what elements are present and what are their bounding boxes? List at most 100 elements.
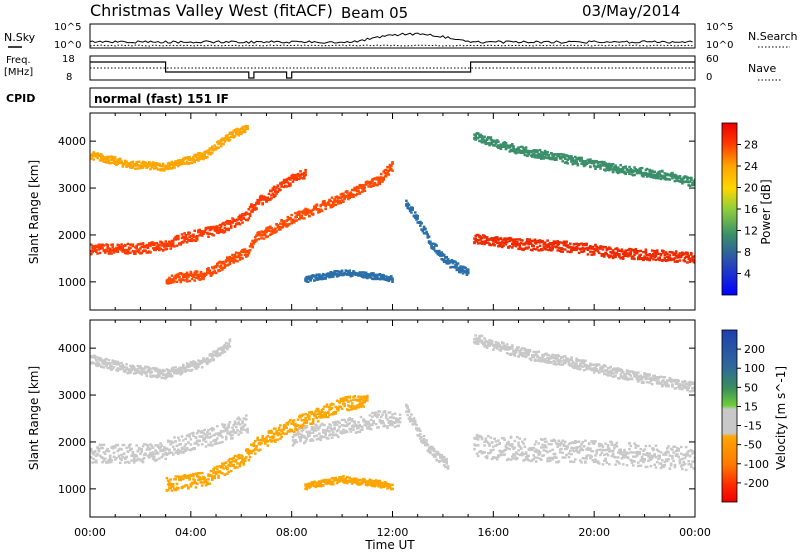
heatmap-cell-velocity-1 [194, 486, 198, 489]
heatmap-cell-velocity-0 [206, 434, 209, 437]
heatmap-cell-velocity-3 [513, 439, 517, 443]
heatmap-cell-power-6 [305, 278, 309, 281]
heatmap-cell-power-1 [316, 208, 320, 211]
heatmap-cell-power-0 [91, 247, 94, 250]
heatmap-cell-power-4 [558, 241, 562, 244]
heatmap-cell-power-5 [531, 155, 534, 158]
heatmap-cell-velocity-1 [359, 405, 363, 408]
heatmap-cell-power-3 [432, 242, 436, 246]
heatmap-cell-velocity-0 [142, 456, 146, 460]
heatmap-cell-power-1 [257, 231, 261, 234]
heatmap-cell-velocity-0 [122, 452, 126, 456]
heatmap-cell-power-6 [367, 275, 370, 278]
heatmap-cell-velocity-3 [521, 440, 524, 443]
heatmap-cell-power-2 [214, 148, 218, 151]
heatmap-cell-power-0 [274, 188, 277, 191]
plot-title: Christmas Valley West (fitACF) [90, 1, 333, 20]
heatmap-cell-velocity-3 [633, 451, 636, 454]
heatmap-cell-power-5 [671, 171, 674, 175]
heatmap-cell-velocity-3 [497, 439, 500, 442]
heatmap-cell-power-4 [557, 246, 561, 249]
heatmap-cell-velocity-2 [327, 437, 330, 440]
heatmap-cell-velocity-0 [216, 437, 219, 440]
heatmap-cell-velocity-3 [565, 447, 568, 451]
heatmap-cell-velocity-3 [497, 454, 500, 457]
heatmap-cell-power-4 [490, 237, 494, 240]
heatmap-cell-velocity-2 [330, 429, 334, 432]
heatmap-cell-power-0 [247, 208, 251, 211]
heatmap-cell-velocity-3 [542, 454, 546, 457]
heatmap-cell-power-4 [590, 253, 593, 256]
heatmap-cell-power-0 [92, 249, 96, 252]
heatmap-cell-velocity-0 [91, 461, 94, 464]
heatmap-cell-power-1 [169, 281, 172, 284]
heatmap-cell-velocity-1 [281, 431, 285, 434]
heatmap-cell-velocity-0 [234, 431, 238, 434]
heatmap-cell-velocity-1 [361, 403, 364, 406]
heatmap-cell-power-6 [379, 276, 383, 279]
heatmap-cell-velocity-3 [637, 461, 640, 464]
heatmap-cell-velocity-3 [476, 444, 480, 447]
heatmap-cell-velocity-3 [563, 440, 567, 443]
heatmap-cell-power-5 [679, 180, 683, 183]
heatmap-cell-velocity-3 [671, 448, 674, 451]
heatmap-cell-velocity-1 [299, 424, 302, 427]
heatmap-cell-power-5 [533, 151, 537, 154]
heatmap-cell-velocity-2 [333, 423, 336, 427]
heatmap-cell-power-6 [369, 272, 373, 275]
heatmap-cell-velocity-2 [361, 428, 364, 431]
heatmap-cell-power-0 [246, 218, 249, 222]
heatmap-cell-power-3 [422, 225, 426, 228]
heatmap-cell-velocity-3 [633, 442, 636, 445]
heatmap-cell-power-2 [91, 154, 94, 157]
heatmap-cell-velocity-1 [171, 483, 175, 486]
heatmap-cell-power-5 [540, 153, 543, 156]
heatmap-cell-power-2 [211, 145, 214, 148]
heatmap-cell-velocity-3 [591, 450, 595, 453]
heatmap-cell-velocity-2 [398, 413, 402, 416]
heatmap-cell-power-4 [693, 258, 695, 261]
heatmap-cell-power-4 [616, 248, 620, 251]
heatmap-cell-velocity-4 [98, 364, 102, 367]
heatmap-cell-velocity-3 [476, 438, 480, 441]
heatmap-cell-power-6 [308, 275, 311, 278]
heatmap-cell-velocity-3 [474, 444, 477, 447]
heatmap-cell-power-5 [531, 153, 534, 157]
heatmap-cell-power-0 [209, 225, 213, 229]
heatmap-cell-velocity-3 [485, 455, 489, 458]
heatmap-cell-velocity-3 [558, 451, 562, 454]
heatmap-cell-power-0 [105, 243, 108, 246]
heatmap-cell-power-4 [618, 253, 621, 256]
heatmap-cell-power-1 [330, 196, 334, 199]
heatmap-cell-velocity-3 [534, 440, 538, 443]
heatmap-cell-power-1 [390, 164, 393, 167]
heatmap-cell-velocity-3 [673, 445, 677, 448]
heatmap-cell-velocity-1 [282, 425, 286, 429]
heatmap-cell-velocity-0 [148, 456, 151, 459]
heatmap-cell-power-0 [107, 247, 111, 250]
heatmap-cell-power-3 [459, 265, 462, 268]
heatmap-cell-velocity-3 [616, 456, 620, 459]
heatmap-cell-power-4 [577, 251, 581, 255]
heatmap-cell-velocity-0 [112, 455, 116, 458]
heatmap-cell-velocity-3 [570, 453, 573, 456]
nave-tick-top: 60 [706, 54, 719, 65]
heatmap-cell-velocity-0 [132, 457, 136, 460]
heatmap-cell-power-2 [188, 156, 191, 159]
heatmap-cell-power-1 [286, 215, 290, 219]
heatmap-cell-velocity-1 [212, 469, 215, 472]
heatmap-cell-power-4 [639, 253, 643, 256]
heatmap-cell-velocity-1 [269, 436, 272, 439]
heatmap-cell-velocity-1 [192, 475, 195, 478]
heatmap-cell-power-4 [480, 242, 484, 245]
heatmap-cell-power-5 [618, 170, 621, 174]
heatmap-cell-power-1 [357, 190, 360, 193]
heatmap-cell-velocity-1 [339, 397, 343, 401]
heatmap-cell-velocity-3 [517, 441, 520, 444]
heatmap-cell-velocity-4 [192, 363, 195, 367]
heatmap-cell-velocity-0 [96, 453, 99, 456]
heatmap-cell-power-1 [306, 212, 310, 215]
heatmap-cell-power-4 [658, 256, 661, 259]
heatmap-cell-power-5 [526, 151, 529, 154]
heatmap-cell-power-2 [203, 153, 206, 156]
